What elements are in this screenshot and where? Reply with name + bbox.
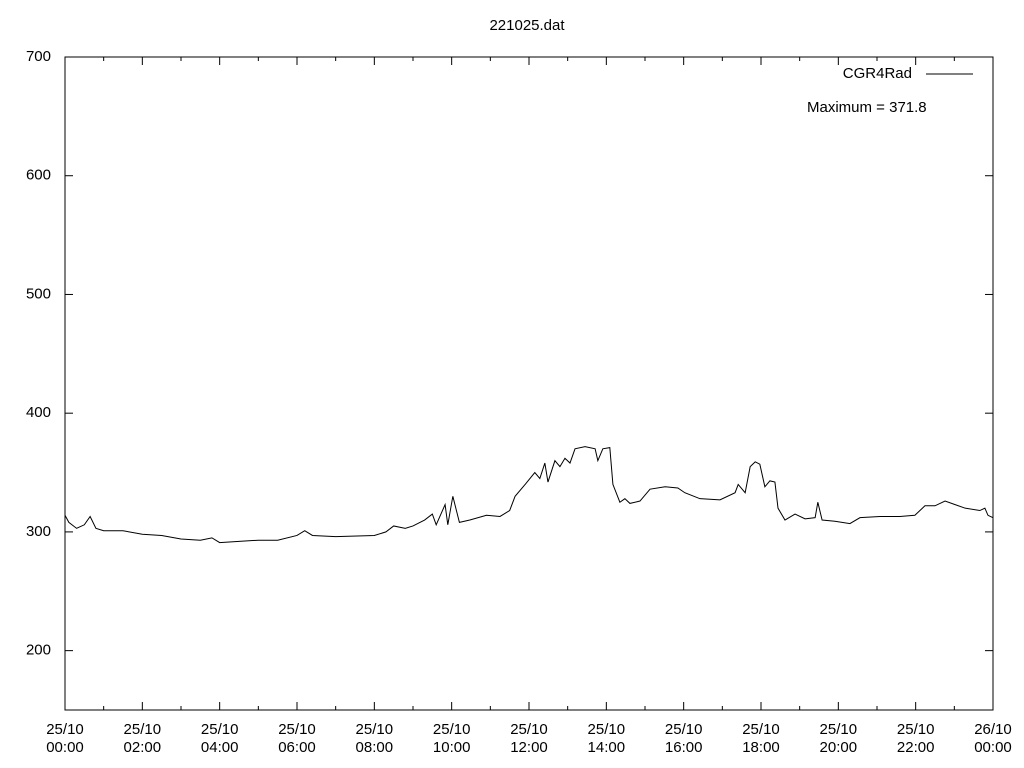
x-tick-label: 25/10 20:00: [820, 721, 858, 756]
x-tick-label: 26/10 00:00: [974, 721, 1012, 756]
y-tick-label: 200: [26, 642, 51, 659]
x-tick-label: 25/10 10:00: [433, 721, 471, 756]
x-tick-label: 25/10 22:00: [897, 721, 935, 756]
x-tick-label: 25/10 14:00: [588, 721, 626, 756]
y-tick-label: 600: [26, 167, 51, 184]
x-tick-label: 25/10 02:00: [124, 721, 162, 756]
x-tick-label: 25/10 08:00: [356, 721, 394, 756]
legend-label: CGR4Rad: [843, 65, 912, 82]
x-tick-label: 25/10 18:00: [742, 721, 780, 756]
plot-frame: [64, 56, 994, 711]
x-tick-label: 25/10 16:00: [665, 721, 703, 756]
x-tick-label: 25/10 04:00: [201, 721, 239, 756]
annotation: Maximum = 371.8: [807, 99, 927, 116]
data-line: [64, 446, 994, 544]
chart-title: 221025.dat: [489, 17, 565, 34]
x-tick-label: 25/10 06:00: [278, 721, 316, 756]
y-tick-label: 500: [26, 285, 51, 302]
y-tick-label: 400: [26, 404, 51, 421]
y-tick-label: 700: [26, 48, 51, 65]
y-tick-label: 300: [26, 523, 51, 540]
x-tick-label: 25/10 12:00: [510, 721, 548, 756]
x-tick-label: 25/10 00:00: [46, 721, 84, 756]
